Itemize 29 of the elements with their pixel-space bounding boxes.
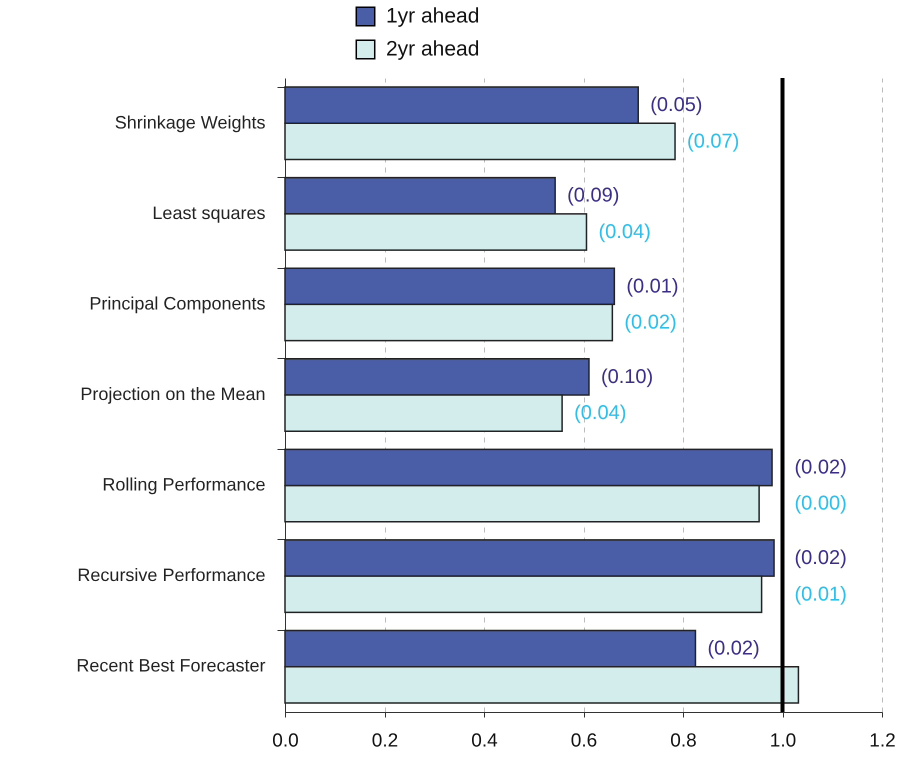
annotation: (0.02) (794, 456, 847, 478)
annotation: (0.04) (574, 402, 626, 424)
x-tick-label: 0.8 (670, 730, 697, 752)
y-tick-label: Recursive Performance (77, 565, 266, 586)
x-tick-label: 0.6 (570, 730, 598, 752)
annotation: (0.00) (794, 492, 847, 515)
y-tick-label: Recent Best Forecaster (76, 656, 266, 676)
y-tick-label: Least squares (152, 202, 266, 223)
annotation: (0.02) (794, 547, 847, 570)
annotation: (0.01) (626, 275, 679, 298)
legend-label: 1yr ahead (386, 4, 480, 28)
annotation: (0.09) (567, 184, 620, 207)
annotation: (0.07) (687, 130, 740, 152)
legend-label: 2yr ahead (386, 38, 480, 60)
annotation: (0.02) (707, 638, 760, 660)
y-tick-label: Principal Components (89, 293, 266, 314)
annotation: (0.02) (624, 312, 677, 334)
annotation: (0.05) (650, 94, 702, 116)
y-tick-label: Shrinkage Weights (114, 112, 266, 132)
x-tick-label: 0.0 (272, 730, 299, 752)
x-tick-label: 1.0 (770, 730, 796, 752)
y-tick-label: Rolling Performance (102, 474, 266, 495)
x-tick-label: 0.4 (471, 730, 498, 752)
annotation: (0.10) (600, 366, 654, 388)
x-tick-label: 0.2 (372, 730, 398, 752)
y-tick-label: Projection on the Mean (80, 384, 266, 404)
annotation: (0.04) (598, 220, 651, 243)
annotation: (0.01) (794, 583, 847, 606)
x-tick-label: 1.2 (869, 730, 896, 752)
